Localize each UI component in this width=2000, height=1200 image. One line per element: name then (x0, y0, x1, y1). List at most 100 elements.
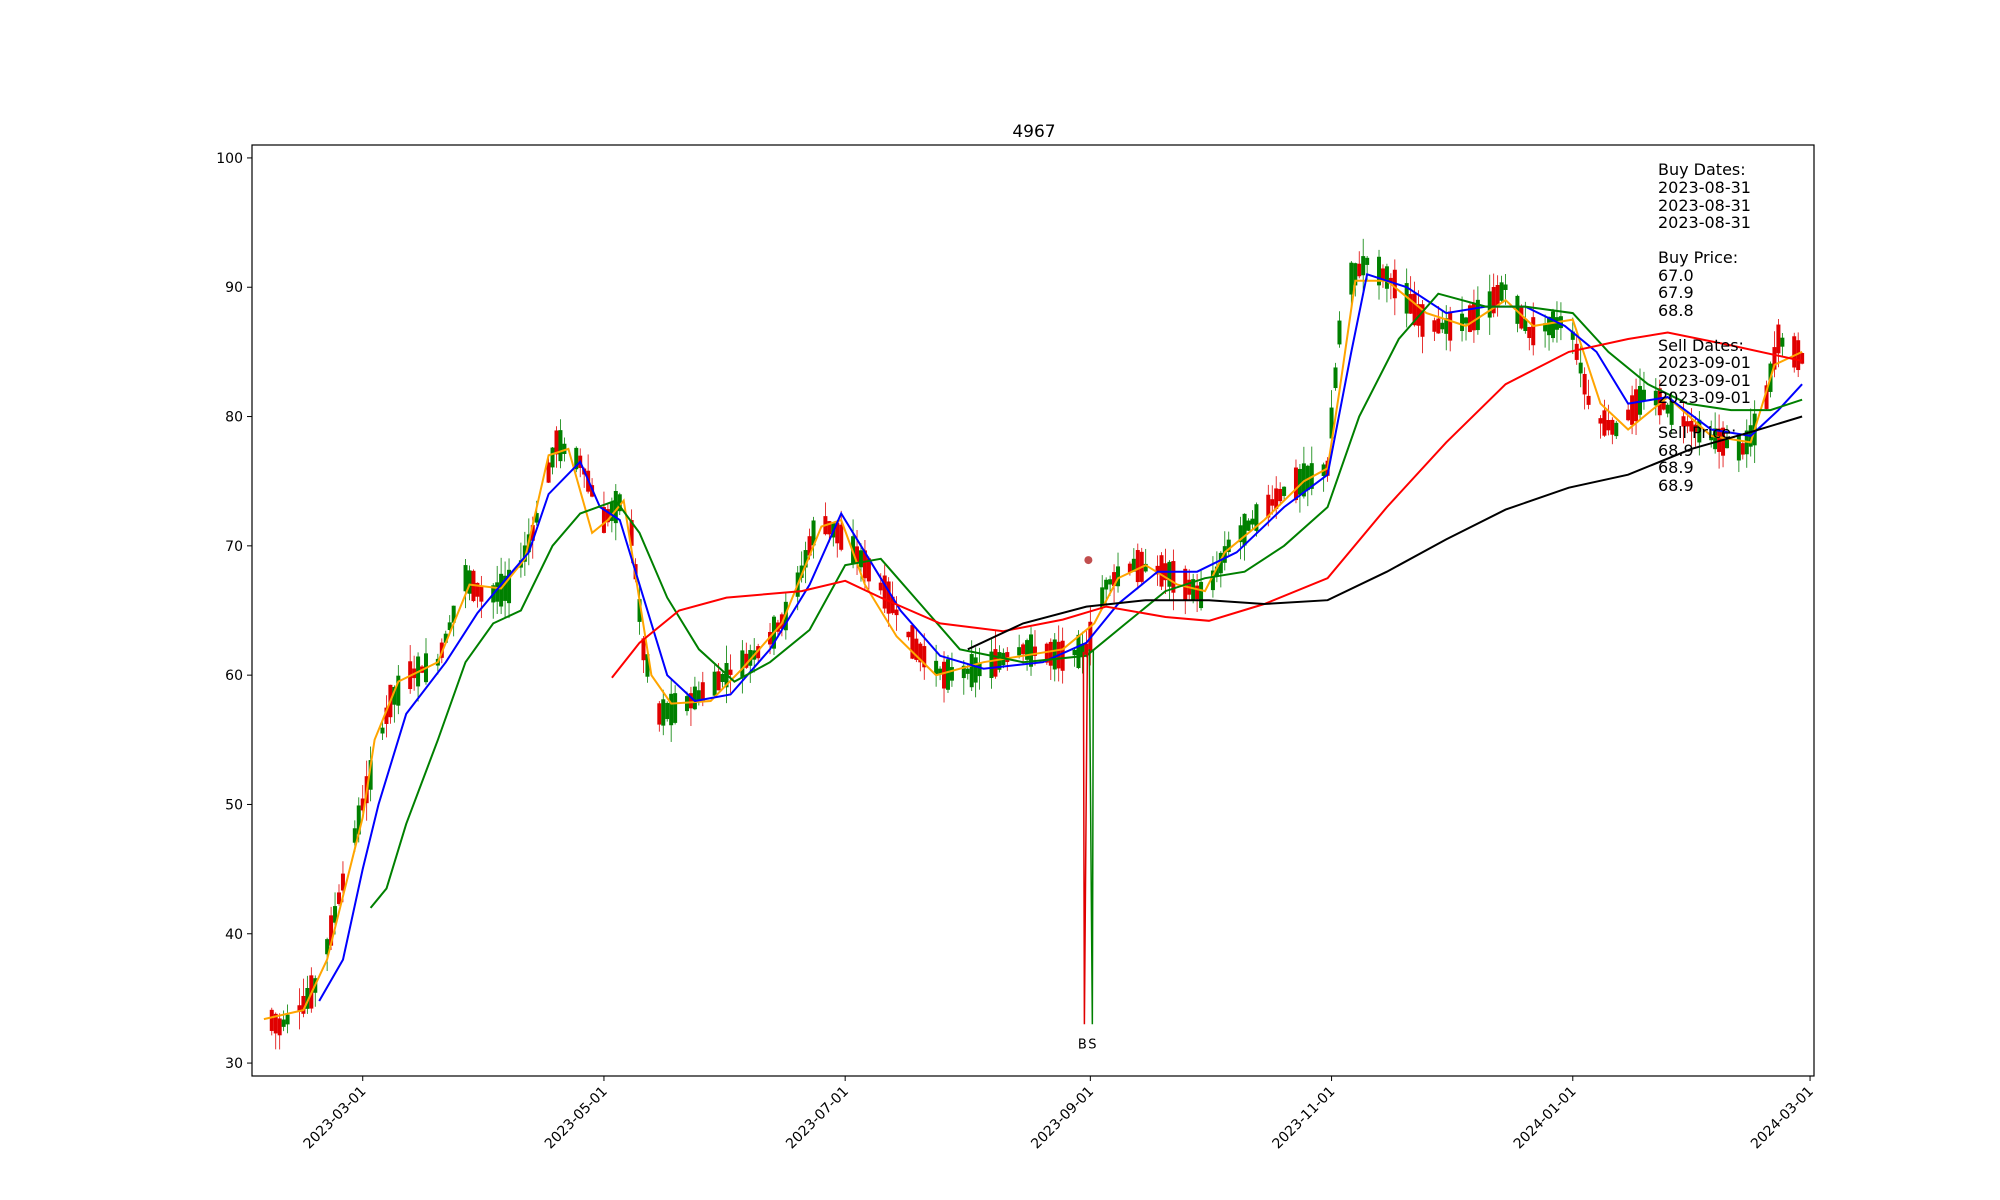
candle-body (1475, 299, 1480, 331)
candle-body (989, 651, 994, 679)
candle-body (1238, 525, 1243, 543)
candle-body (495, 582, 500, 602)
candle-body (688, 693, 693, 709)
candle-body (1495, 285, 1500, 307)
sell-price-2: 68.9 (1658, 458, 1694, 477)
candle-body (1293, 467, 1298, 501)
x-tick-label: 2023-11-01 (1270, 1084, 1339, 1153)
candle-body (858, 550, 863, 568)
candle-body (1444, 318, 1449, 334)
candle-body (1657, 388, 1662, 416)
candle-body (1582, 373, 1587, 395)
candle-body (1404, 283, 1409, 314)
candle-body (645, 654, 650, 677)
candle-body (1377, 256, 1382, 286)
candle-body (1638, 385, 1643, 415)
candle-body (1199, 581, 1204, 609)
candle-body (1191, 579, 1196, 601)
ma-line-ma120 (967, 415, 1803, 651)
moving-average-lines (263, 273, 1803, 1021)
candle-body (1171, 561, 1176, 593)
x-tick-label: 2023-07-01 (783, 1084, 852, 1153)
candle-body (637, 599, 642, 622)
candle-body (1796, 340, 1801, 371)
candle-body (977, 662, 982, 677)
candle-body (855, 546, 860, 563)
ma-line-ma20 (369, 292, 1803, 909)
candle-body (1515, 295, 1520, 324)
candle-body (1210, 570, 1215, 591)
candle-body (1076, 634, 1081, 669)
candle-body (1713, 428, 1718, 450)
candle-body (835, 522, 840, 544)
candle-body (922, 646, 927, 668)
candle-body (1021, 644, 1026, 655)
candle-body (748, 650, 753, 666)
candle-body (601, 507, 606, 533)
candle-body (1578, 362, 1583, 374)
candle-body (613, 490, 618, 524)
buy-price-3: 68.8 (1658, 301, 1694, 320)
candle-body (665, 702, 670, 720)
candle-body (1432, 320, 1437, 332)
candle-body (1693, 424, 1698, 433)
candle-body (1226, 539, 1231, 553)
candle-body (1630, 395, 1635, 425)
sell-date-2: 2023-09-01 (1658, 371, 1751, 390)
candle-body (1250, 518, 1255, 525)
candle-body (380, 727, 385, 734)
candle-body (1721, 427, 1726, 456)
candle-body (1634, 389, 1639, 422)
candle-body (1460, 313, 1465, 331)
candle-body (1547, 316, 1552, 336)
y-tick-label: 30 (225, 1056, 243, 1072)
candle-body (1274, 488, 1279, 510)
x-tick-label: 2023-05-01 (542, 1084, 611, 1153)
candle-body (934, 660, 939, 675)
candle-body (661, 699, 666, 726)
candle-body (534, 513, 539, 523)
candle-body (1029, 634, 1034, 667)
candle-body (1780, 337, 1785, 347)
candle-body (1127, 563, 1132, 573)
buy-dates-label: Buy Dates: (1658, 160, 1746, 179)
candle-body (1471, 303, 1476, 331)
candle-body (1333, 367, 1338, 389)
candle-body (641, 638, 646, 661)
sell-dates-label: Sell Dates: (1658, 336, 1744, 355)
y-tick-label: 80 (225, 410, 243, 426)
candle-body (744, 653, 749, 668)
candle-body (1800, 353, 1805, 364)
buy-price-label: Buy Price: (1658, 248, 1738, 267)
candle-body (333, 906, 338, 923)
y-tick-label: 70 (225, 539, 243, 555)
candle-body (1503, 284, 1508, 290)
y-tick-label: 50 (225, 797, 243, 813)
candle-body (1614, 422, 1619, 437)
candle-body (1048, 641, 1053, 666)
candle-body (467, 570, 472, 594)
candle-body (368, 760, 373, 790)
candle-body (1357, 263, 1362, 277)
candle-body (1641, 389, 1646, 402)
candle-body (1408, 294, 1413, 314)
candle-body (574, 447, 579, 470)
candle-body (949, 667, 954, 681)
candle-body (522, 545, 527, 562)
candle-body (301, 995, 306, 1014)
candle-body (558, 430, 563, 462)
buy-date-1: 2023-08-31 (1658, 178, 1751, 197)
candle-body (609, 501, 614, 521)
candle-body (503, 575, 508, 601)
trade-dot (1084, 556, 1093, 565)
candle-body (499, 573, 504, 607)
candle-body (1491, 287, 1496, 314)
candle-body (862, 550, 867, 579)
candle-body (684, 696, 689, 712)
candle-body (479, 585, 484, 602)
candle-body (1155, 565, 1160, 575)
candle-body (1084, 643, 1089, 655)
candle-body (993, 649, 998, 677)
